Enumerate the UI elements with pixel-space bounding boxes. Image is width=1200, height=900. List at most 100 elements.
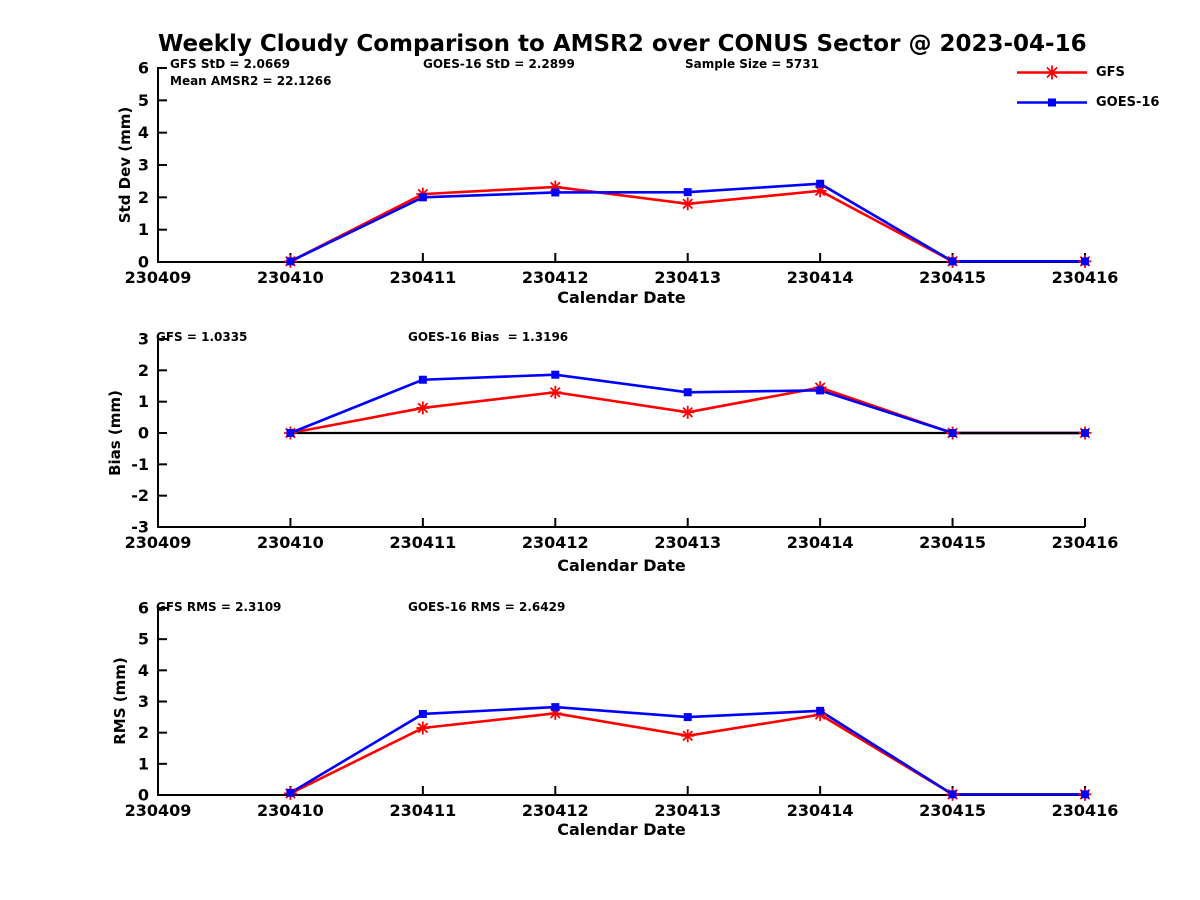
x-tick-label: 230414 xyxy=(787,801,854,820)
y-tick-label: -3 xyxy=(131,518,149,537)
square-marker xyxy=(948,429,957,437)
x-tick-label: 230413 xyxy=(654,801,721,820)
rms-y-axis-label: RMS (mm) xyxy=(111,657,129,745)
x-tick-label: 230409 xyxy=(125,268,192,287)
y-tick-label: 3 xyxy=(138,692,149,711)
square-marker xyxy=(418,375,427,384)
y-tick-label: 2 xyxy=(138,188,149,207)
sample-size-annotation: Sample Size = 5731 xyxy=(685,57,819,71)
square-marker xyxy=(683,388,692,397)
x-tick-label: 230410 xyxy=(257,801,324,820)
y-tick-label: 6 xyxy=(138,59,149,78)
y-tick-label: 1 xyxy=(138,754,149,773)
mean-amsr2-annotation: Mean AMSR2 = 22.1266 xyxy=(170,74,332,88)
goes16-line-swatch xyxy=(1017,98,1087,107)
x-tick-label: 230414 xyxy=(787,268,854,287)
x-tick-label: 230416 xyxy=(1052,801,1119,820)
y-tick-label: -2 xyxy=(131,486,149,505)
y-tick-label: 4 xyxy=(138,661,149,680)
y-tick-label: 0 xyxy=(138,424,149,443)
x-tick-label: 230416 xyxy=(1052,268,1119,287)
square-marker xyxy=(1048,98,1056,107)
x-tick-label: 230415 xyxy=(919,533,986,552)
rms-subplot: 0 1 2 3 4 5 6 230409 230410 230411 230412 230413 230… xyxy=(125,599,1119,821)
gfs-line xyxy=(289,712,1085,796)
asterisk-marker xyxy=(681,405,695,419)
x-tick-label: 230411 xyxy=(389,533,456,552)
square-marker xyxy=(551,703,560,712)
stddev-x-axis-label: Calendar Date xyxy=(557,288,686,307)
bias-subplot: -3 -2 -1 0 1 2 3 230409 230410 230411 230412 230413… xyxy=(125,330,1119,553)
x-tick-label: 230415 xyxy=(919,801,986,820)
square-marker xyxy=(816,706,825,715)
y-tick-label: 2 xyxy=(138,361,149,380)
asterisk-marker xyxy=(416,721,430,735)
y-tick-label: 0 xyxy=(138,253,149,272)
legend-item-goes16: GOES-16 xyxy=(1016,94,1159,111)
square-marker xyxy=(816,386,825,395)
square-marker xyxy=(1081,429,1089,437)
goes16-rms-annotation: GOES-16 RMS = 2.6429 xyxy=(408,600,566,614)
square-marker xyxy=(286,429,295,437)
square-marker xyxy=(948,257,957,266)
x-tick-label: 230410 xyxy=(257,268,324,287)
gfs-rms-annotation: GFS RMS = 2.3109 xyxy=(156,600,282,614)
asterisk-marker xyxy=(1045,65,1059,80)
x-tick-label: 230411 xyxy=(389,801,456,820)
x-tick-label: 230416 xyxy=(1052,533,1119,552)
legend: GFS GOES-16 xyxy=(1016,64,1159,111)
rms-x-axis-label: Calendar Date xyxy=(557,820,686,839)
y-tick-label: 0 xyxy=(138,786,149,805)
square-marker xyxy=(286,257,295,266)
y-tick-label: 6 xyxy=(138,599,149,618)
y-tick-label: 5 xyxy=(138,630,149,649)
goes16-bias-annotation: GOES-16 Bias = 1.3196 xyxy=(408,330,569,344)
square-marker xyxy=(683,713,692,722)
y-tick-label: 4 xyxy=(138,123,149,142)
x-tick-label: 230412 xyxy=(522,801,589,820)
goes16-std-annotation: GOES-16 StD = 2.2899 xyxy=(423,57,575,71)
bias-y-axis-label: Bias (mm) xyxy=(106,390,124,476)
legend-label-gfs: GFS xyxy=(1096,65,1125,80)
stddev-subplot: 0 1 2 3 4 5 6 230409 230410 230411 230412 230413 230… xyxy=(125,59,1119,288)
gfs-std-annotation: GFS StD = 2.0669 xyxy=(170,57,290,71)
y-tick-label: 1 xyxy=(138,392,149,411)
y-tick-label: -1 xyxy=(131,455,149,474)
y-tick-label: 1 xyxy=(138,220,149,239)
bias-x-axis-label: Calendar Date xyxy=(557,556,686,575)
asterisk-marker xyxy=(681,729,695,743)
gfs-line-swatch xyxy=(1017,65,1087,80)
y-tick-label: 3 xyxy=(138,156,149,175)
x-tick-label: 230411 xyxy=(389,268,456,287)
asterisk-marker xyxy=(416,401,430,415)
square-marker xyxy=(551,188,560,197)
square-marker xyxy=(1081,790,1089,799)
gfs-bias-annotation: GFS = 1.0335 xyxy=(156,330,248,344)
square-marker xyxy=(286,788,295,797)
x-tick-label: 230409 xyxy=(125,801,192,820)
x-tick-label: 230409 xyxy=(125,533,192,552)
square-marker xyxy=(1081,257,1089,266)
legend-item-gfs: GFS xyxy=(1016,64,1159,81)
x-tick-label: 230414 xyxy=(787,533,854,552)
legend-label-goes16: GOES-16 xyxy=(1096,95,1160,110)
square-marker xyxy=(418,193,427,202)
x-tick-label: 230412 xyxy=(522,268,589,287)
stddev-y-axis-label: Std Dev (mm) xyxy=(116,106,134,224)
x-tick-label: 230413 xyxy=(654,268,721,287)
figure-title: Weekly Cloudy Comparison to AMSR2 over C… xyxy=(158,31,1087,57)
x-tick-label: 230410 xyxy=(257,533,324,552)
square-marker xyxy=(816,179,825,188)
x-tick-label: 230412 xyxy=(522,533,589,552)
square-marker xyxy=(418,709,427,718)
goes-16-line xyxy=(289,373,1085,435)
x-tick-label: 230415 xyxy=(919,268,986,287)
x-tick-label: 230413 xyxy=(654,533,721,552)
square-marker xyxy=(551,370,560,379)
asterisk-marker xyxy=(548,385,562,399)
y-tick-label: 3 xyxy=(138,330,149,349)
square-marker xyxy=(683,188,692,197)
square-marker xyxy=(948,790,957,799)
y-tick-label: 5 xyxy=(138,91,149,110)
